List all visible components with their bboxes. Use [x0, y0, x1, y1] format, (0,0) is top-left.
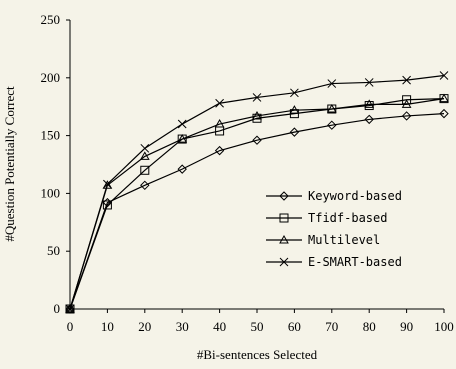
x-tick-label: 90 [400, 319, 413, 334]
data-point [102, 180, 113, 189]
marker-stroke [439, 71, 449, 80]
series-line [69, 113, 445, 310]
legend-label: Tfidf-based [308, 211, 387, 225]
data-point [140, 180, 150, 191]
data-point [402, 95, 412, 105]
legend-item: Keyword-based [266, 189, 402, 203]
legend-marker [279, 191, 289, 201]
y-axis-label: #Question Potentially Correct [2, 86, 17, 242]
data-point [177, 119, 187, 129]
legend-item: Tfidf-based [266, 211, 387, 225]
y-tick-label: 50 [47, 243, 60, 258]
data-point [252, 93, 262, 102]
data-point [439, 71, 449, 80]
marker-stroke [65, 304, 75, 314]
data-point [439, 108, 449, 119]
series-keyword-based [65, 108, 449, 314]
data-point [215, 98, 224, 108]
data-point [103, 179, 112, 189]
x-tick-label: 0 [67, 319, 74, 334]
data-point [140, 165, 150, 175]
y-tick-label: 0 [54, 301, 61, 316]
x-tick-label: 40 [213, 319, 226, 334]
data-point [401, 99, 412, 108]
legend-marker [279, 234, 289, 244]
x-tick-label: 10 [101, 319, 114, 334]
marker-stroke [215, 98, 224, 108]
data-point [177, 164, 187, 174]
x-tick-label: 70 [325, 319, 338, 334]
y-tick-label: 200 [41, 70, 61, 85]
data-point [326, 104, 337, 113]
marker-stroke [290, 88, 299, 98]
data-point [252, 135, 262, 145]
marker-stroke [103, 179, 112, 189]
x-tick-label: 50 [251, 319, 264, 334]
data-point [289, 105, 300, 114]
data-point [439, 93, 449, 103]
data-point [402, 75, 411, 85]
x-tick-label: 20 [138, 319, 151, 334]
marker-stroke [402, 75, 411, 85]
marker-stroke [327, 79, 337, 88]
series-group [65, 71, 449, 314]
marker-stroke [279, 257, 289, 267]
data-point [102, 200, 112, 210]
x-tick-label: 100 [434, 319, 454, 334]
data-point [139, 151, 150, 160]
x-tick-label: 60 [288, 319, 301, 334]
y-ticks: 0 50 100 150 200 250 [41, 12, 70, 316]
series-line [69, 98, 445, 310]
legend-label: Keyword-based [308, 189, 402, 203]
data-point [65, 303, 75, 313]
data-point [252, 110, 262, 120]
legend-item: Multilevel [266, 233, 380, 247]
data-point [65, 304, 75, 314]
legend-marker [279, 257, 289, 267]
marker-stroke [252, 93, 262, 102]
legend-label: Multilevel [308, 233, 380, 247]
data-point [364, 99, 375, 108]
x-ticks: 0 10 20 30 40 50 60 70 80 90 100 [67, 309, 454, 334]
legend-marker [279, 213, 289, 223]
legend: Keyword-based Tfidf-based Multilevel E-SMAR… [266, 189, 402, 269]
marker-stroke [140, 143, 150, 153]
marker-stroke [177, 119, 187, 129]
data-point [364, 78, 374, 87]
x-axis-label: #Bi-sentences Selected [197, 347, 318, 362]
data-point [290, 88, 299, 98]
y-tick-label: 100 [41, 185, 61, 200]
data-point [401, 111, 412, 121]
legend-label: E-SMART-based [308, 255, 402, 269]
data-point [327, 120, 337, 130]
series-tfidf-based [65, 94, 449, 314]
data-point [289, 127, 300, 137]
y-tick-label: 150 [41, 128, 61, 143]
legend-item: E-SMART-based [266, 255, 402, 269]
series-multilevel [65, 93, 449, 313]
data-point [177, 134, 188, 143]
series-e-smart-based [65, 71, 449, 314]
data-point [364, 114, 374, 125]
data-point [214, 145, 225, 156]
x-tick-label: 80 [363, 319, 376, 334]
series-line [69, 98, 445, 310]
data-point [327, 79, 337, 88]
y-tick-label: 250 [41, 12, 61, 27]
data-point [364, 101, 374, 111]
data-point [214, 119, 225, 128]
marker-stroke [364, 78, 374, 87]
x-tick-label: 30 [176, 319, 189, 334]
data-point [140, 143, 150, 153]
